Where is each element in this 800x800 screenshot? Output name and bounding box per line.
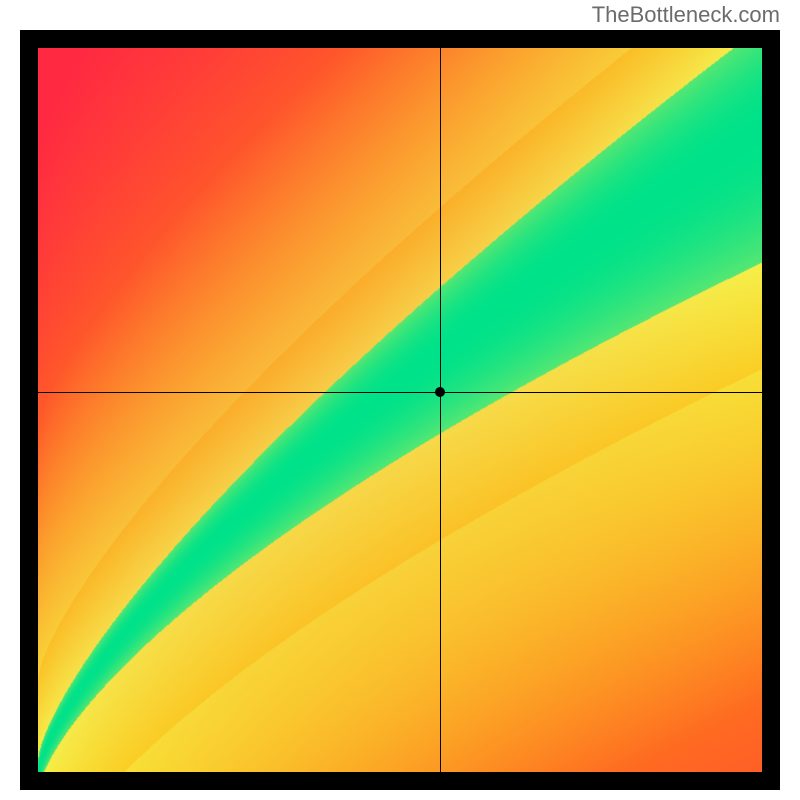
heatmap-plot bbox=[38, 48, 762, 772]
watermark-text: TheBottleneck.com bbox=[592, 2, 780, 28]
heatmap-canvas bbox=[38, 48, 762, 772]
chart-frame bbox=[20, 30, 780, 790]
